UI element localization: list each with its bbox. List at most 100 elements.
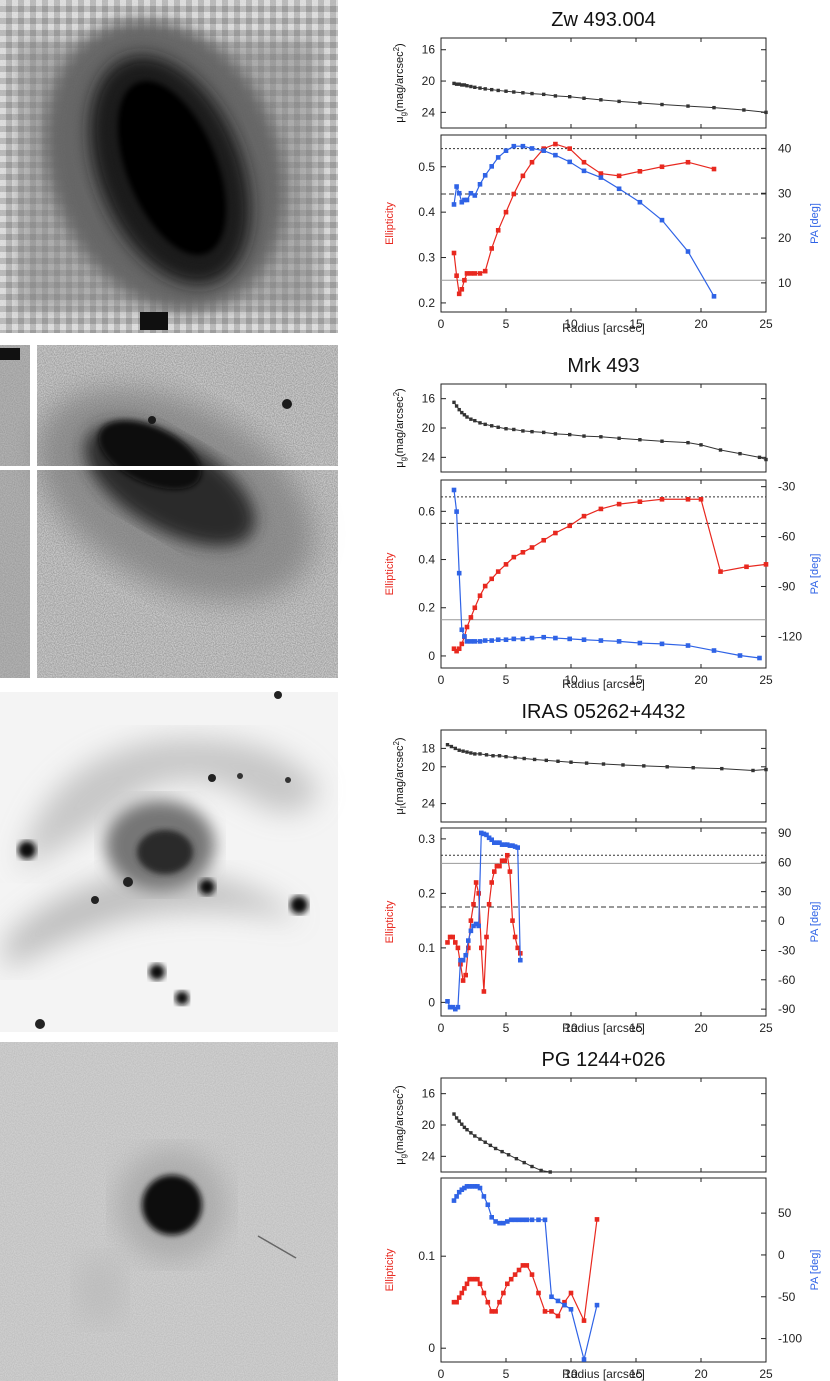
sb-point — [490, 87, 494, 92]
position-angle-point — [456, 1189, 462, 1195]
pa-tick-label: 0 — [778, 1248, 785, 1262]
x-tick-label: 15 — [629, 1367, 643, 1381]
x-axis-label: Radius [arcsec] — [562, 1367, 645, 1381]
ellipticity-point — [616, 501, 622, 507]
sb-point — [718, 448, 723, 452]
ellipticity-point — [473, 880, 479, 885]
ellipticity-point — [472, 1276, 478, 1282]
sb-y-tick-label: 20 — [422, 760, 436, 774]
sb-point — [497, 754, 502, 758]
pa-axis-label: PA [deg] — [809, 554, 821, 595]
sb-y-tick-label: 16 — [422, 43, 436, 57]
x-tick-label: 20 — [694, 1021, 708, 1035]
ellipticity-point — [464, 1281, 470, 1287]
ellipticity-panel-frame — [440, 827, 767, 1017]
position-angle-point — [476, 923, 481, 929]
ellipticity-point — [464, 624, 470, 630]
ellipticity-point — [489, 246, 494, 251]
ellipticity-tick-label: 0.2 — [418, 886, 435, 900]
ellipticity-point — [562, 1299, 567, 1305]
sb-point — [568, 432, 572, 437]
sb-point — [512, 427, 516, 432]
position-angle-point — [454, 1194, 459, 1199]
sb-panel-frame — [440, 729, 767, 823]
sb-point — [691, 766, 695, 770]
position-angle-point — [510, 843, 515, 848]
pa-tick-label: 10 — [778, 276, 792, 290]
position-angle-point — [616, 186, 622, 192]
ellipticity-point — [505, 1281, 510, 1287]
position-angle-point — [459, 199, 465, 205]
x-tick-label: 15 — [629, 673, 643, 687]
sb-point — [617, 99, 621, 104]
ellipticity-point — [581, 159, 587, 165]
position-angle-point — [468, 928, 474, 934]
sb-point — [491, 754, 495, 758]
ellipticity-point — [493, 1309, 498, 1314]
position-angle-point — [454, 509, 459, 514]
ellipticity-point — [451, 1299, 457, 1305]
sb-point — [599, 98, 603, 102]
sb-point — [522, 756, 526, 761]
ellipticity-point — [501, 1290, 506, 1296]
position-angle-point — [493, 1219, 498, 1224]
sb-point — [452, 1112, 456, 1116]
position-angle-point — [549, 1294, 554, 1300]
x-tick-label: 10 — [564, 1367, 578, 1381]
ellipticity-point — [512, 934, 518, 940]
position-angle-point — [529, 635, 535, 641]
ellipticity-point — [456, 646, 462, 652]
ellipticity-point — [476, 891, 481, 896]
ellipticity-tick-label: 0.5 — [418, 160, 435, 174]
sb-point — [462, 83, 467, 87]
x-tick-label: 20 — [694, 1367, 708, 1381]
ellipticity-point — [484, 934, 489, 940]
ellipticity-point — [581, 513, 587, 519]
sb-y-tick-label: 16 — [422, 392, 436, 406]
sb-point — [454, 404, 459, 408]
position-angle-point — [501, 1220, 506, 1226]
position-angle-point — [489, 638, 494, 643]
position-angle-point — [594, 1302, 600, 1308]
sb-y-axis-label: μI(mag/arcsec2) — [392, 737, 408, 814]
sb-point — [460, 1122, 464, 1126]
ellipticity-point — [567, 523, 572, 529]
sb-point — [751, 768, 755, 773]
sb-y-tick-label: 20 — [422, 1118, 436, 1132]
ellipticity-point — [511, 554, 517, 560]
sb-point — [453, 746, 457, 751]
sb-point — [521, 429, 525, 433]
position-angle-point — [479, 830, 484, 836]
ellipticity-point — [462, 277, 467, 283]
position-angle-point — [482, 638, 488, 643]
position-angle-point — [505, 1219, 510, 1224]
ellipticity-point — [598, 506, 604, 512]
sb-point — [484, 753, 489, 757]
sb-y-tick-label: 24 — [422, 797, 436, 811]
position-angle-point — [489, 1215, 494, 1220]
sb-point — [454, 82, 459, 86]
position-angle-point — [463, 952, 468, 958]
position-angle-point — [524, 1217, 530, 1223]
position-angle-point — [451, 1198, 457, 1203]
sb-point — [478, 421, 482, 425]
position-angle-point — [494, 840, 500, 845]
sb-point — [542, 430, 546, 435]
sb-point — [642, 764, 646, 768]
sb-point — [473, 1134, 477, 1138]
ellipticity-point — [486, 901, 492, 907]
sb-point — [584, 761, 589, 765]
position-angle-point — [464, 1184, 470, 1189]
ellipticity-point — [445, 940, 450, 945]
ellipticity-point — [499, 858, 505, 863]
position-angle-point — [451, 487, 457, 493]
position-angle-point — [581, 637, 587, 643]
ellipticity-point — [459, 1290, 465, 1296]
position-angle-point — [518, 957, 523, 963]
position-angle-point — [497, 1220, 502, 1226]
position-angle-point — [508, 1217, 514, 1223]
position-angle-point — [497, 840, 502, 845]
ellipticity-point — [529, 1272, 535, 1277]
sb-point — [452, 400, 456, 405]
ellipticity-point — [503, 209, 509, 215]
